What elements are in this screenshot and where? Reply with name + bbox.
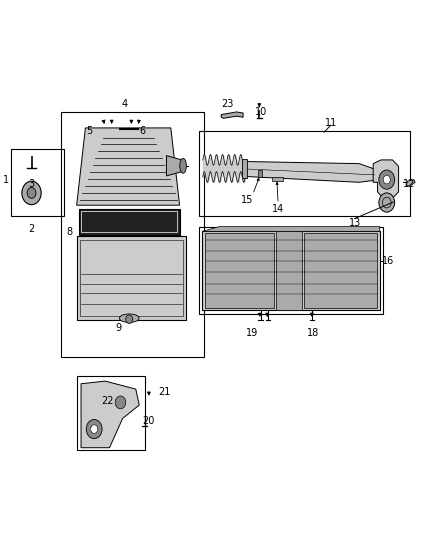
Polygon shape xyxy=(221,112,243,118)
Text: 1: 1 xyxy=(3,175,9,184)
Circle shape xyxy=(379,170,395,189)
Circle shape xyxy=(27,188,36,198)
Circle shape xyxy=(115,396,126,409)
Circle shape xyxy=(22,181,41,205)
Text: 4: 4 xyxy=(122,99,128,109)
Text: 12: 12 xyxy=(403,179,416,189)
Text: 7: 7 xyxy=(174,160,180,170)
Text: 9: 9 xyxy=(115,323,121,333)
Text: 22: 22 xyxy=(101,396,113,406)
Bar xyxy=(199,227,383,314)
Circle shape xyxy=(91,425,98,433)
Text: 23: 23 xyxy=(222,99,234,109)
Text: 14: 14 xyxy=(272,204,284,214)
Bar xyxy=(77,376,145,450)
Polygon shape xyxy=(373,160,399,198)
Text: 3: 3 xyxy=(28,179,35,189)
Bar xyxy=(272,177,283,181)
Bar xyxy=(199,131,410,216)
Circle shape xyxy=(126,315,133,324)
Text: 5: 5 xyxy=(87,126,93,135)
Circle shape xyxy=(86,419,102,439)
Text: 11: 11 xyxy=(325,118,337,127)
Text: 16: 16 xyxy=(381,256,394,266)
Text: 6: 6 xyxy=(139,126,145,135)
Text: 13: 13 xyxy=(349,218,361,228)
Text: 19: 19 xyxy=(246,328,258,338)
Text: 2: 2 xyxy=(28,224,35,234)
Text: 15: 15 xyxy=(241,195,254,205)
Bar xyxy=(242,159,247,178)
Bar xyxy=(276,231,302,310)
Bar xyxy=(79,209,180,235)
Text: 10: 10 xyxy=(254,107,267,117)
Polygon shape xyxy=(81,381,139,448)
Circle shape xyxy=(383,175,390,184)
Ellipse shape xyxy=(180,158,187,173)
Bar xyxy=(202,231,380,310)
Bar xyxy=(81,211,177,232)
Bar xyxy=(80,240,183,316)
Bar xyxy=(77,236,186,320)
Circle shape xyxy=(379,193,395,212)
Polygon shape xyxy=(406,180,415,187)
Text: 8: 8 xyxy=(66,227,72,237)
Polygon shape xyxy=(244,161,376,182)
Bar xyxy=(202,231,380,310)
Bar xyxy=(258,170,262,177)
Polygon shape xyxy=(77,128,180,205)
Bar xyxy=(61,112,204,357)
Polygon shape xyxy=(202,227,380,231)
Polygon shape xyxy=(166,156,182,176)
Text: 18: 18 xyxy=(307,328,319,338)
Text: 20: 20 xyxy=(143,416,155,426)
Bar xyxy=(205,233,274,308)
Bar xyxy=(304,233,377,308)
Ellipse shape xyxy=(119,314,139,322)
Bar xyxy=(11,149,64,216)
Text: 17: 17 xyxy=(250,243,262,253)
Text: 21: 21 xyxy=(158,387,170,397)
